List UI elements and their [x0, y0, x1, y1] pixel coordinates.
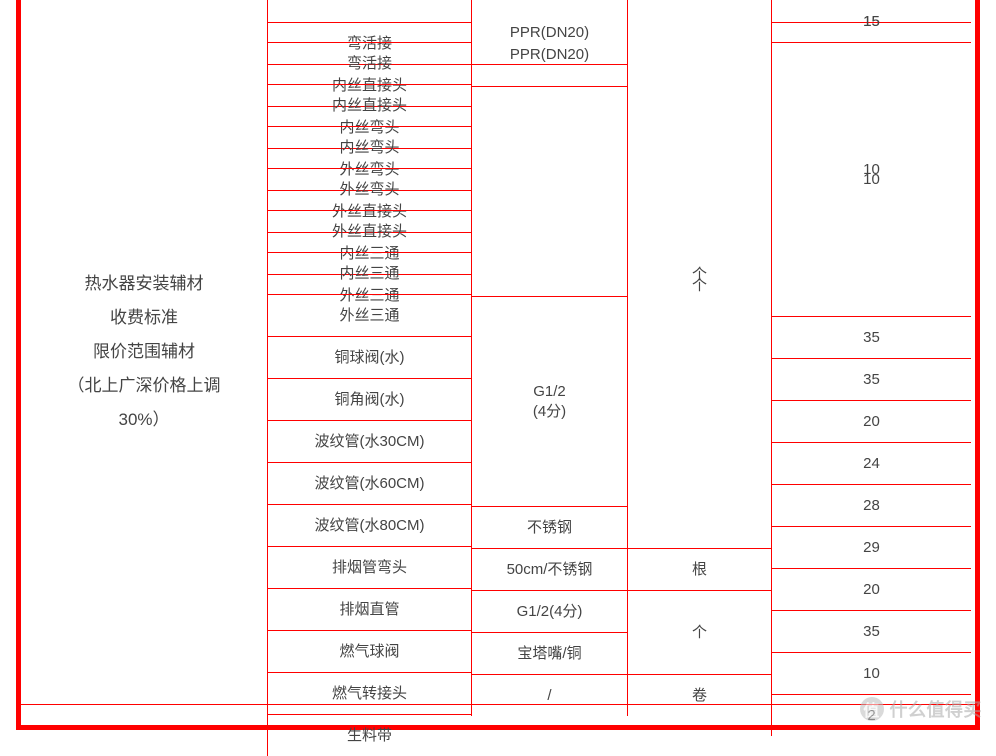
empty-spec	[471, 64, 627, 296]
spec-cell: 50cm/不锈钢	[471, 548, 627, 590]
item-name: 外丝三通	[267, 294, 471, 336]
item-name: 燃气转接头	[267, 672, 471, 714]
price-cell: 15	[771, 0, 971, 42]
item-name: 波纹管(水60CM)	[267, 462, 471, 504]
item-name: 外丝直接头	[267, 210, 471, 252]
item-name: 波纹管(水80CM)	[267, 504, 471, 546]
price-cell: 35	[771, 316, 971, 358]
spec-line: G1/2	[533, 382, 566, 402]
header-line: 收费标准	[68, 301, 221, 335]
price-cell: 20	[771, 568, 971, 610]
price-cell: 35	[771, 358, 971, 400]
price-cell: 35	[771, 610, 971, 652]
spec-cell: PPR(DN20)	[471, 0, 627, 64]
price-cell: 10	[771, 42, 971, 316]
spec-cell: 宝塔嘴/铜	[471, 632, 627, 674]
item-name: 排烟直管	[267, 588, 471, 630]
pricing-table-overlay: 弯活接 内丝直接头 内丝弯头 外丝弯头 外丝直接头 内丝三通 外丝三通 铜球阀(…	[16, 0, 980, 730]
price-cell: 28	[771, 484, 971, 526]
header-line: （北上广深价格上调	[68, 369, 221, 403]
table-bottom-rule	[21, 704, 975, 705]
price-cell: 29	[771, 526, 971, 568]
item-name: 内丝弯头	[267, 126, 471, 168]
empty	[267, 0, 471, 42]
item-name: 波纹管(水30CM)	[267, 420, 471, 462]
spec-cell: 不锈钢	[471, 506, 627, 548]
price-cell: 20	[771, 400, 971, 442]
item-name: 生料带	[267, 714, 471, 756]
unit-cell: 个	[627, 0, 771, 548]
spec-cell: G1/2 (4分)	[471, 296, 627, 506]
category-header: 热水器安装辅材 收费标准 限价范围辅材 （北上广深价格上调 30%）	[21, 0, 267, 704]
spec-cell: G1/2(4分)	[471, 590, 627, 632]
item-name: 外丝弯头	[267, 168, 471, 210]
unit-cell: 根	[627, 548, 771, 590]
header-line: 热水器安装辅材	[68, 267, 221, 301]
header-line: 30%）	[68, 403, 221, 437]
spec-line: (4分)	[533, 402, 566, 422]
unit-cell: 个	[627, 590, 771, 674]
header-line: 限价范围辅材	[68, 335, 221, 369]
item-name: 内丝三通	[267, 252, 471, 294]
item-name: 内丝直接头	[267, 84, 471, 126]
item-name: 排烟管弯头	[267, 546, 471, 588]
item-name: 燃气球阀	[267, 630, 471, 672]
price-cell: 24	[771, 442, 971, 484]
item-name: 铜角阀(水)	[267, 378, 471, 420]
spec-cell: /	[471, 674, 627, 716]
price-cell: 10	[771, 652, 971, 694]
item-name: 弯活接	[267, 42, 471, 84]
item-name: 铜球阀(水)	[267, 336, 471, 378]
unit-cell: 卷	[627, 674, 771, 716]
